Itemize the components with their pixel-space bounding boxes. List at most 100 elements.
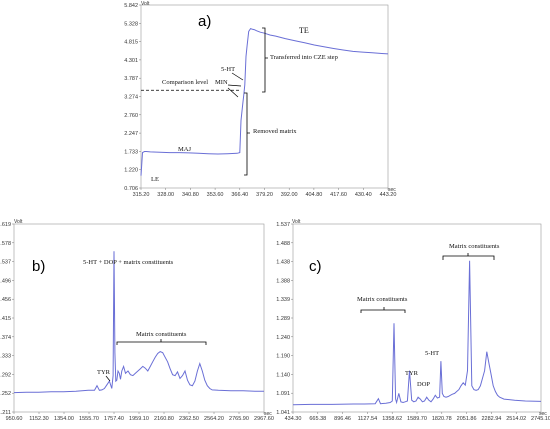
panel-a-maj-label: MAJ bbox=[178, 146, 191, 153]
panel-c-x-tick-label: 896.46 bbox=[334, 416, 351, 422]
panel-b-y-tick-label: 1.537 bbox=[0, 260, 11, 266]
panel-a-5ht-arrow bbox=[231, 72, 244, 81]
panel-b-y-tick-label: 1.333 bbox=[0, 354, 11, 360]
panel-a-y-tick-label: 0.706 bbox=[124, 186, 138, 192]
panel-a-x-tick-label: 379.20 bbox=[256, 192, 273, 198]
panel-b-x-tick-label: 2362.50 bbox=[179, 416, 199, 422]
panel-b-y-tick-label: 1.374 bbox=[0, 335, 11, 341]
panel-a-x-tick-label: 404.80 bbox=[305, 192, 322, 198]
panel-b-y-tick-label: 1.456 bbox=[0, 297, 11, 303]
panel-a-y-tick-label: 4.815 bbox=[124, 40, 138, 46]
panel-a-x-tick-label: 417.60 bbox=[330, 192, 347, 198]
panel-b-y-tick-label: 1.292 bbox=[0, 372, 11, 378]
panel-c-x-tick-label: 1589.70 bbox=[407, 416, 427, 422]
panel-c-y-tick-label: 1.438 bbox=[276, 260, 290, 266]
panel-c-matrix-left-bracket bbox=[360, 307, 406, 313]
panel-c-x-tick-label: 665.38 bbox=[309, 416, 326, 422]
panel-a-x-tick-label: 340.80 bbox=[182, 192, 199, 198]
panel-b-x-tick-label: 1959.10 bbox=[129, 416, 149, 422]
panel-c-y-ticks: 1.041 1.091 1.140 1.190 1.240 1.289 1.339 1.388… bbox=[276, 222, 293, 416]
panel-a-5ht-label: 5-HT bbox=[221, 66, 235, 73]
panel-a-removed-label: Removed matrix bbox=[253, 128, 297, 135]
panel-c-y-tick-label: 1.140 bbox=[276, 372, 290, 378]
panel-a-label: a) bbox=[198, 13, 211, 30]
panel-a-x-ticks: 315.20 328.00 340.80 353.60 366.40 379.20 392.… bbox=[133, 188, 397, 198]
panel-a-min-label: MIN bbox=[215, 79, 228, 86]
panel-c-y-tick-label: 1.537 bbox=[276, 222, 290, 228]
panel-b-x-tick-label: 950.60 bbox=[6, 416, 23, 422]
panel-b-y-tick-label: 1.211 bbox=[0, 410, 11, 416]
panel-b-series-line bbox=[13, 251, 264, 394]
panel-b-y-ticks: 1.211 1.252 1.292 1.333 1.374 1.415 1.456 1.496… bbox=[0, 222, 14, 416]
panel-c-plot-frame bbox=[292, 223, 542, 413]
panel-a-x-tick-label: 366.40 bbox=[231, 192, 248, 198]
panel-b: Volt sec 1.2111.2521.2921.3331.3741.4151… bbox=[0, 219, 274, 422]
panel-b-y-tick-label: 1.496 bbox=[0, 278, 11, 284]
panel-b-y-tick-label: 1.578 bbox=[0, 241, 11, 247]
panel-c-y-unit: Volt bbox=[292, 219, 301, 225]
panel-c-x-tick-label: 1358.62 bbox=[382, 416, 402, 422]
panel-a-le-label: LE bbox=[151, 176, 159, 183]
panel-a-comparison-label: Comparison level bbox=[162, 79, 208, 86]
panel-a-y-ticks: 0.706 1.220 1.733 2.247 2.760 3.274 3.787 4.301… bbox=[124, 3, 141, 192]
panel-b-tyr-label: TYR bbox=[97, 369, 111, 376]
panel-a-y-tick-label: 1.220 bbox=[124, 168, 138, 174]
panel-a-series-line bbox=[140, 27, 389, 176]
panel-c-x-tick-label: 2745.10 bbox=[531, 416, 550, 422]
panel-a-y-tick-label: 3.274 bbox=[124, 95, 138, 101]
panel-a-min-arrow bbox=[227, 84, 242, 87]
panel-a-transferred-bracket bbox=[262, 27, 268, 93]
panel-c-x-tick-label: 2514.02 bbox=[506, 416, 526, 422]
panel-c-x-tick-label: 434.30 bbox=[285, 416, 302, 422]
panel-c-x-tick-label: 2051.86 bbox=[457, 416, 477, 422]
panel-c-y-tick-label: 1.091 bbox=[276, 391, 290, 397]
panel-a-te-label: TE bbox=[299, 26, 309, 35]
panel-a-y-tick-label: 4.301 bbox=[124, 58, 138, 64]
panel-c-y-tick-label: 1.289 bbox=[276, 316, 290, 322]
panel-c-series-line bbox=[292, 260, 542, 406]
panel-c-y-tick-label: 1.488 bbox=[276, 241, 290, 247]
panel-c-x-unit: sec bbox=[539, 411, 547, 417]
panel-c-x-tick-label: 1820.78 bbox=[432, 416, 452, 422]
panel-a-y-unit: Volt bbox=[141, 1, 150, 7]
panel-b-y-tick-label: 1.415 bbox=[0, 316, 11, 322]
panel-c-y-tick-label: 1.190 bbox=[276, 354, 290, 360]
panel-c-x-ticks: 434.30 665.38 896.46 1127.54 1358.62 1589.70 1… bbox=[285, 412, 550, 422]
panel-b-x-tick-label: 2160.80 bbox=[154, 416, 174, 422]
panel-a-x-tick-label: 443.20 bbox=[380, 192, 397, 198]
panel-c-x-tick-label: 2282.94 bbox=[481, 416, 501, 422]
panel-a-x-tick-label: 430.40 bbox=[355, 192, 372, 198]
panel-a-plot-frame bbox=[140, 4, 389, 189]
panel-b-x-ticks: 950.60 1152.30 1354.00 1555.70 1757.40 1959.1… bbox=[6, 412, 274, 422]
panel-a-min-arrow-2 bbox=[227, 87, 239, 98]
panel-a-y-tick-label: 2.760 bbox=[124, 113, 138, 119]
panel-b-y-unit: Volt bbox=[14, 219, 23, 225]
panel-c-5ht-label: 5-HT bbox=[425, 350, 439, 357]
panel-a-y-tick-label: 5.328 bbox=[124, 21, 138, 27]
panel-a-y-tick-label: 2.247 bbox=[124, 131, 138, 137]
panel-b-y-tick-label: 1.252 bbox=[0, 391, 11, 397]
panel-b-x-tick-label: 1757.40 bbox=[104, 416, 124, 422]
panel-a-x-tick-label: 315.20 bbox=[133, 192, 150, 198]
panel-c-tyr-label: TYR bbox=[405, 370, 419, 377]
panel-b-plot-frame bbox=[13, 223, 265, 413]
panel-c-matrix-left-label: Matrix constituents bbox=[357, 296, 408, 303]
panel-c-matrix-right-label: Matrix constituents bbox=[449, 243, 500, 250]
panel-c-y-tick-label: 1.041 bbox=[276, 410, 290, 416]
panel-c: Volt sec 1.0411.0911.1401.1901.2401.2891… bbox=[276, 219, 550, 422]
panel-a-x-tick-label: 392.00 bbox=[281, 192, 298, 198]
panel-c-dop-label: DOP bbox=[417, 381, 430, 388]
panel-b-x-tick-label: 2765.90 bbox=[229, 416, 249, 422]
panel-b-x-unit: sec bbox=[264, 411, 272, 417]
panel-b-x-tick-label: 1555.70 bbox=[79, 416, 99, 422]
panel-b-y-tick-label: 1.619 bbox=[0, 222, 11, 228]
panel-c-matrix-right-bracket bbox=[442, 253, 495, 260]
panel-a-x-tick-label: 328.00 bbox=[157, 192, 174, 198]
panel-c-x-tick-label: 1127.54 bbox=[358, 416, 377, 422]
panel-a-transferred-label: Transferred into CZE step bbox=[270, 54, 338, 61]
panel-b-x-tick-label: 1354.00 bbox=[54, 416, 74, 422]
panel-b-x-tick-label: 2564.20 bbox=[204, 416, 224, 422]
panel-b-tyr-arrow bbox=[105, 375, 111, 382]
panel-c-label: c) bbox=[309, 258, 322, 275]
